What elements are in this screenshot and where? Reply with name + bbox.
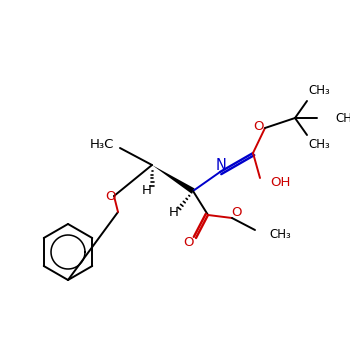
Text: CH₃: CH₃ bbox=[308, 139, 330, 152]
Text: O: O bbox=[232, 206, 242, 219]
Text: N: N bbox=[216, 159, 226, 174]
Text: CH₃: CH₃ bbox=[308, 84, 330, 98]
Text: OH: OH bbox=[270, 175, 290, 189]
Text: O: O bbox=[254, 119, 264, 133]
Polygon shape bbox=[152, 165, 195, 194]
Text: H: H bbox=[142, 184, 152, 197]
Text: CH₃: CH₃ bbox=[269, 228, 291, 240]
Text: O: O bbox=[183, 236, 193, 248]
Text: H: H bbox=[169, 206, 179, 219]
Text: O: O bbox=[106, 190, 116, 203]
Text: H₃C: H₃C bbox=[90, 139, 114, 152]
Text: CH₃: CH₃ bbox=[335, 112, 350, 125]
